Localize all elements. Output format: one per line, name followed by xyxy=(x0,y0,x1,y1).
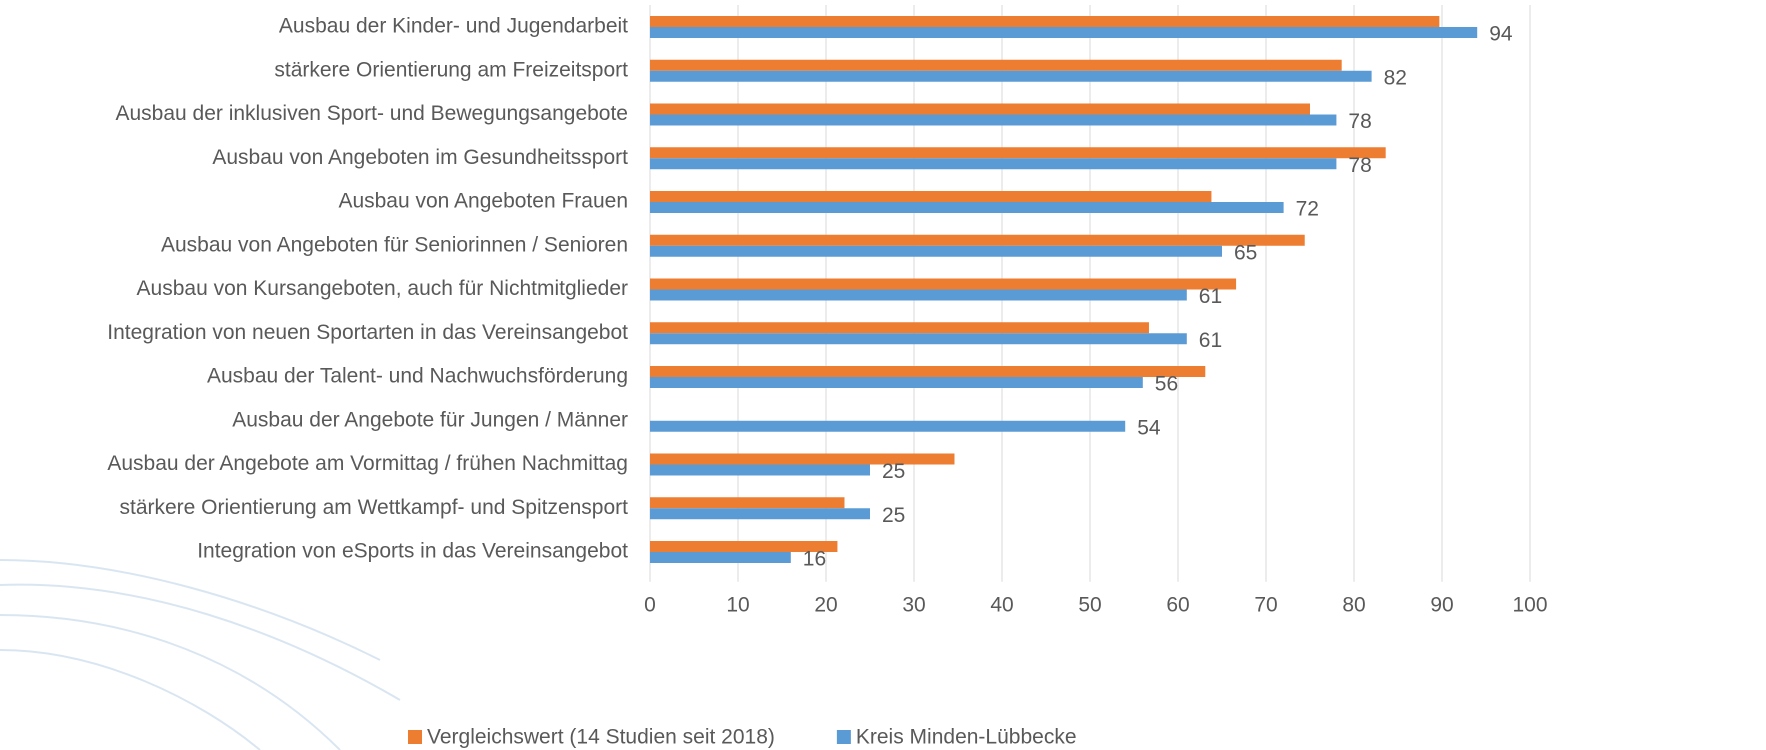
x-tick-label: 70 xyxy=(1254,594,1277,617)
bar xyxy=(650,508,870,520)
x-tick-label: 60 xyxy=(1166,594,1189,617)
data-label: 25 xyxy=(882,504,905,527)
data-label: 78 xyxy=(1348,110,1371,133)
bar xyxy=(650,59,1342,71)
x-tick-label: 100 xyxy=(1512,594,1547,617)
bar xyxy=(650,27,1478,38)
data-label: 54 xyxy=(1137,416,1161,439)
y-tick-label: Ausbau von Kursangeboten, auch für Nicht… xyxy=(137,277,628,300)
y-tick-label: Integration von eSports in das Vereinsan… xyxy=(197,540,628,563)
bar xyxy=(650,202,1284,213)
y-tick-label: stärkere Orientierung am Freizeitsport xyxy=(274,58,628,81)
y-tick-label: Ausbau der Angebote am Vormittag / frühe… xyxy=(107,452,628,475)
y-tick-label: Ausbau der Talent- und Nachwuchsförderun… xyxy=(207,365,628,388)
legend-label: Vergleichswert (14 Studien seit 2018) xyxy=(427,726,775,749)
data-label: 94 xyxy=(1489,23,1513,46)
x-tick-label: 30 xyxy=(902,594,925,617)
data-label: 61 xyxy=(1199,285,1222,308)
data-label: 72 xyxy=(1296,198,1319,221)
x-tick-label: 80 xyxy=(1342,594,1365,617)
data-label: 25 xyxy=(882,460,905,483)
bar xyxy=(650,366,1206,377)
legend-label: Kreis Minden-Lübbecke xyxy=(856,726,1077,749)
bar xyxy=(650,289,1187,301)
bar xyxy=(650,234,1305,246)
data-label: 82 xyxy=(1384,66,1407,89)
swoosh xyxy=(0,614,341,750)
x-tick-label: 50 xyxy=(1078,594,1101,617)
data-label: 56 xyxy=(1155,373,1178,396)
swoosh xyxy=(0,649,261,750)
x-tick-label: 90 xyxy=(1430,594,1453,617)
bar xyxy=(650,541,838,552)
bar xyxy=(650,333,1187,345)
bar xyxy=(650,70,1372,82)
bar xyxy=(650,377,1143,388)
bar xyxy=(650,147,1386,159)
bar xyxy=(650,278,1237,290)
y-tick-label: Ausbau der Kinder- und Jugendarbeit xyxy=(279,15,628,38)
data-label: 61 xyxy=(1199,329,1222,352)
data-label: 16 xyxy=(803,548,826,571)
data-label: 78 xyxy=(1348,154,1371,177)
bar xyxy=(650,158,1337,170)
y-tick-label: Ausbau der inklusiven Sport- und Bewegun… xyxy=(115,102,628,125)
bar xyxy=(650,16,1440,27)
bar xyxy=(650,245,1222,257)
x-tick-label: 0 xyxy=(644,594,656,617)
swoosh xyxy=(0,559,381,661)
bar xyxy=(650,552,791,563)
x-tick-label: 20 xyxy=(814,594,837,617)
x-tick-label: 10 xyxy=(726,594,749,617)
data-label: 65 xyxy=(1234,241,1257,264)
y-tick-label: Ausbau von Angeboten im Gesundheitssport xyxy=(212,146,628,169)
bar xyxy=(650,191,1212,202)
swoosh xyxy=(0,583,401,701)
bar xyxy=(650,322,1149,334)
y-tick-label: Ausbau der Angebote für Jungen / Männer xyxy=(232,408,628,431)
y-tick-label: Integration von neuen Sportarten in das … xyxy=(107,321,628,344)
decoration xyxy=(0,559,401,750)
legend-swatch xyxy=(836,730,851,744)
bar xyxy=(650,103,1310,115)
y-tick-label: Ausbau von Angeboten Frauen xyxy=(338,190,628,213)
x-tick-label: 40 xyxy=(990,594,1013,617)
bar xyxy=(650,420,1126,432)
legend-swatch xyxy=(408,730,422,744)
bar xyxy=(650,464,870,476)
y-tick-label: Ausbau von Angeboten für Seniorinnen / S… xyxy=(161,233,628,256)
bar xyxy=(650,114,1337,126)
bar xyxy=(650,497,845,509)
y-tick-label: stärkere Orientierung am Wettkampf- und … xyxy=(119,496,628,519)
bar xyxy=(650,453,955,465)
